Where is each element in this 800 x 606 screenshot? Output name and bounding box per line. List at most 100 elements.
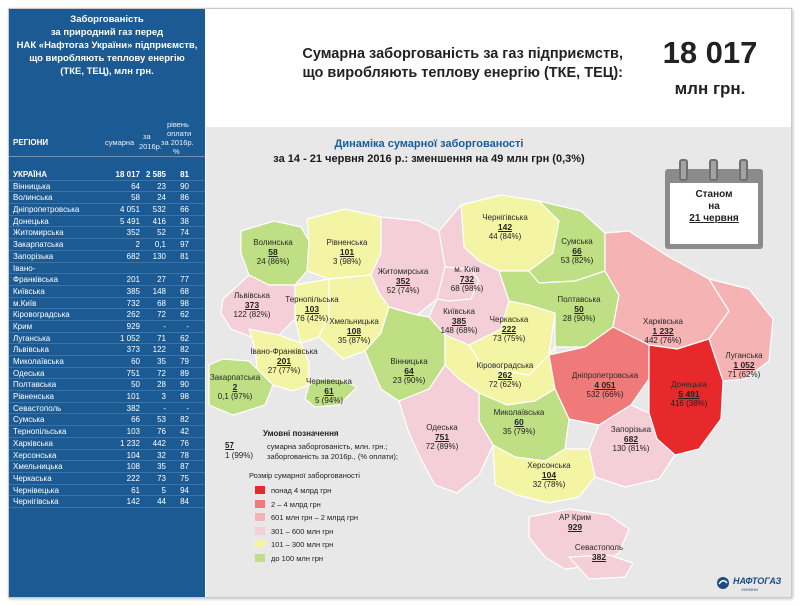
table-row: Миколаївська 60 35 79 <box>9 356 205 368</box>
region-name: Київська <box>443 307 475 316</box>
table-cell-pay: 68 <box>180 286 189 296</box>
table-cell-name: Дніпропетровська <box>13 205 80 215</box>
region-name: Севастополь <box>574 543 624 552</box>
region-name: Львівська <box>234 291 270 300</box>
region-label: Чернівецька 61 5 (94%) <box>289 377 369 406</box>
main-title: Сумарна заборгованість за газ підприємст… <box>223 45 623 83</box>
table-cell-name: Волинська <box>13 193 53 203</box>
table-cell-total: 1 232 <box>119 438 140 448</box>
table-cell-pay: 82 <box>180 345 189 355</box>
region-2016-debt: 52 (74%) <box>386 286 420 295</box>
logo-subtext: УКРАЇНИ <box>741 587 758 592</box>
table-cell-y2016: 53 <box>157 415 166 425</box>
table-cell-pay: 76 <box>180 438 189 448</box>
table-cell-y2016: 32 <box>157 450 166 460</box>
region-label: Вінницька 64 23 (90%) <box>369 357 449 386</box>
region-shape <box>648 338 724 456</box>
table-row: УКРАЇНА 18 017 2 585 81 <box>9 169 205 181</box>
table-cell-total: 66 <box>131 415 140 425</box>
region-debt: 66 <box>572 245 582 256</box>
legend-item: 301 – 600 млн грн <box>255 526 333 538</box>
legend-item: 601 млн грн – 2 млрд грн <box>255 512 358 524</box>
table-cell-pay: 82 <box>180 415 189 425</box>
table-cell-pay: 87 <box>180 462 189 472</box>
table-cell-total: 5 491 <box>119 216 140 226</box>
table-row: Чернігівська 142 44 84 <box>9 496 205 508</box>
region-label: м. Київ 732 68 (98%) <box>427 265 507 294</box>
table-row: Львівська 373 122 82 <box>9 344 205 356</box>
table-cell-name: Херсонська <box>13 450 57 460</box>
table-cell-y2016: 44 <box>157 497 166 507</box>
region-2016-debt: 53 (82%) <box>560 256 594 265</box>
table-row: Полтавська 50 28 90 <box>9 379 205 392</box>
table-cell-name: Хмельницька <box>13 462 63 472</box>
total-debt-unit: млн грн. <box>674 79 746 98</box>
region-name: Рівненська <box>326 238 368 247</box>
table-cell-total: 101 <box>126 392 140 402</box>
table-cell-y2016: 5 <box>161 485 166 495</box>
legend-sample: 57 1 (99%) <box>225 441 253 461</box>
region-2016-debt: 122 (82%) <box>233 310 271 319</box>
table-row: Донецька 5 491 416 38 <box>9 216 205 228</box>
region-name: Чернівецька <box>306 377 352 386</box>
legend-item: понад 4 млрд грн <box>255 485 331 497</box>
region-label: Кіровоградська 262 72 (62%) <box>465 361 545 390</box>
region-debt: 2 <box>232 381 238 392</box>
region-2016-debt: 35 (87%) <box>337 336 371 345</box>
table-cell-total: 732 <box>126 298 140 308</box>
table-cell-pay: 77 <box>180 275 189 285</box>
table-cell-name: УКРАЇНА <box>13 170 48 179</box>
table-cell-name: Тернопільська <box>13 427 67 437</box>
table-row: Луганська 1 052 71 62 <box>9 333 205 345</box>
region-label: Донецька 5 491 416 (38%) <box>649 380 729 409</box>
table-cell-pay: 62 <box>180 333 189 343</box>
table-cell-total: 104 <box>126 450 140 460</box>
main-title-line: Сумарна заборгованість за газ підприємст… <box>302 46 623 62</box>
calendar-ring <box>679 159 688 181</box>
legend-swatch <box>255 526 265 535</box>
region-name: Черкаська <box>489 315 529 324</box>
legend-swatch <box>255 499 265 508</box>
table-cell-y2016: 148 <box>152 286 166 296</box>
region-label: Севастополь 382 <box>559 543 639 562</box>
region-2016-debt: 28 (90%) <box>562 314 596 323</box>
table-cell-y2016: - <box>163 321 166 331</box>
table-cell-pay: 79 <box>180 357 189 366</box>
table-cell-name: Севастополь <box>13 403 62 413</box>
region-2016-debt: 73 (75%) <box>492 334 526 343</box>
table-row: Дніпропетровська 4 051 532 66 <box>9 204 205 216</box>
region-name: м. Київ <box>454 265 480 274</box>
region-label: Волинська 58 24 (86%) <box>233 238 313 267</box>
legend-desc-line: сумарна заборгованість, млн. грн.; <box>267 442 388 451</box>
col-2016-a: за <box>143 132 151 141</box>
table-row: Тернопільська 103 76 42 <box>9 426 205 438</box>
calendar-ring <box>739 159 748 181</box>
legend-label: понад 4 млрд грн <box>271 486 332 495</box>
infographic: Заборгованість за природний газ перед НА… <box>8 8 792 598</box>
table-row: Вінницька 64 23 90 <box>9 181 205 193</box>
table-cell-y2016: 442 <box>152 438 166 448</box>
table-cell-pay: 98 <box>180 298 189 308</box>
region-shape <box>492 444 596 504</box>
region-label: Хмельницька 108 35 (87%) <box>314 317 394 346</box>
region-label: Київська 385 148 (68%) <box>419 307 499 336</box>
table-row: Кіровоградська 262 72 62 <box>9 309 205 321</box>
table-row: Закарпатська 2 0,1 97 <box>9 239 205 251</box>
table-cell-pay: 81 <box>180 170 189 179</box>
table-header: РЕГІОНИ сумарна за 2016р. рівень оплати … <box>9 117 205 157</box>
table-cell-total: 929 <box>126 321 140 331</box>
table-cell-y2016: 68 <box>157 298 166 308</box>
table-cell-y2016: 35 <box>157 357 166 366</box>
legend-sample-debt: 57 <box>225 441 234 450</box>
panel-title-line: Заборгованість <box>70 14 144 25</box>
table-cell-total: 1 052 <box>119 333 140 343</box>
table-cell-y2016: 23 <box>157 181 166 191</box>
table-row: Івано- <box>9 263 205 275</box>
legend-label: 101 – 300 млн грн <box>271 540 334 549</box>
region-2016-debt: 130 (81%) <box>612 444 650 453</box>
table-cell-pay: 62 <box>180 310 189 320</box>
table-cell-total: 18 017 <box>115 170 140 179</box>
table-cell-name: Черкаська <box>13 473 52 483</box>
region-2016-debt: 44 (84%) <box>488 232 522 241</box>
table-cell-name: Вінницька <box>13 181 51 191</box>
